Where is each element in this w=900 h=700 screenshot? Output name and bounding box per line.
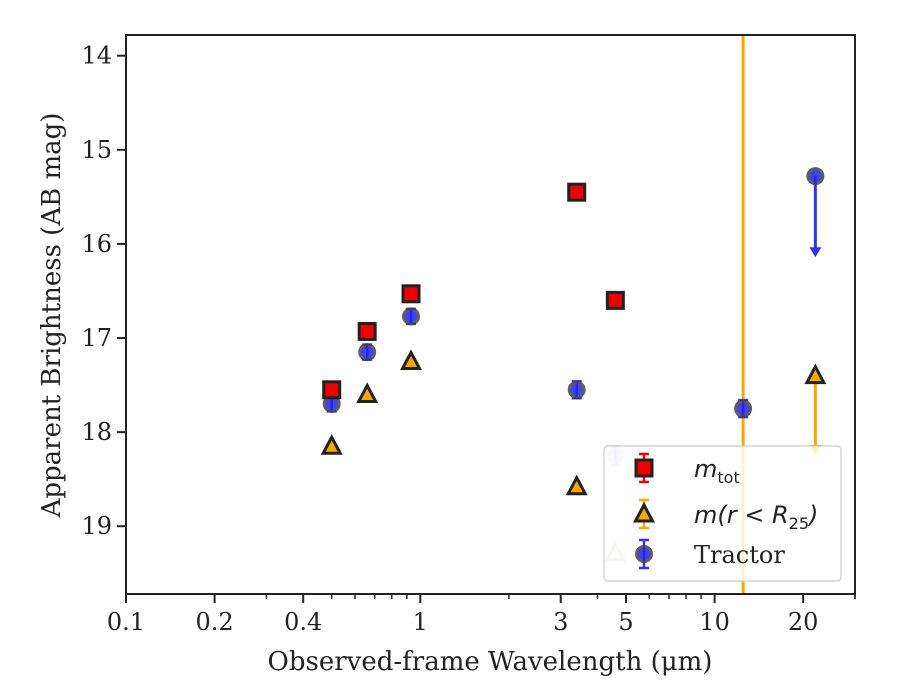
legend-label-sub-0: tot bbox=[717, 468, 739, 487]
square-point-4 bbox=[605, 290, 625, 310]
legend-marker-2-shape bbox=[635, 545, 653, 563]
legend-entry-0: mtot bbox=[634, 452, 740, 487]
x-tick-label-5: 5 bbox=[618, 608, 633, 636]
legend-marker-0-shape bbox=[634, 458, 654, 478]
x-axis-title: Observed-frame Wavelength (μm) bbox=[268, 647, 713, 677]
triangle-point-2-shape bbox=[400, 349, 423, 371]
circle-point-5-shape bbox=[734, 399, 753, 418]
square-point-1-shape bbox=[357, 321, 377, 341]
plot-content bbox=[320, 35, 827, 594]
axes: 0.1 0.2 0.4 1 3 5 10 20 14 15 16 17 18 19 bbox=[81, 34, 856, 636]
axes-frame bbox=[125, 34, 856, 595]
circle-point-6 bbox=[806, 167, 825, 186]
y-tick-label-4: 18 bbox=[81, 418, 112, 446]
y-tick-label-1: 15 bbox=[81, 136, 112, 164]
series-square bbox=[322, 182, 625, 400]
circle-point-1 bbox=[358, 343, 377, 362]
circle-limit-arrow-6 bbox=[809, 176, 822, 258]
legend: mtot m(r < R25) Tractor bbox=[603, 445, 842, 582]
triangle-point-2 bbox=[400, 349, 423, 371]
legend-label-sub-1: 25 bbox=[789, 514, 809, 533]
legend-entry-1: m(r < R25) bbox=[633, 498, 818, 533]
legend-box bbox=[603, 445, 842, 582]
legend-entry-2: Tractor bbox=[635, 538, 785, 570]
legend-label-2: Tractor bbox=[694, 541, 785, 569]
x-tick-label-7: 20 bbox=[788, 608, 819, 636]
circle-limit-arrow-6-head bbox=[809, 247, 822, 258]
legend-marker-1-shape bbox=[633, 501, 655, 523]
y-tick-label-3: 17 bbox=[81, 324, 112, 352]
triangle-point-1 bbox=[356, 382, 379, 403]
circle-point-5 bbox=[734, 399, 753, 418]
legend-marker-0 bbox=[634, 458, 654, 478]
circle-point-1-shape bbox=[358, 343, 377, 362]
triangle-point-5-shape bbox=[804, 363, 827, 385]
square-point-1 bbox=[357, 321, 377, 341]
square-point-0-shape bbox=[322, 380, 342, 400]
circle-point-3-shape bbox=[567, 380, 586, 399]
y-axis-title: Apparent Brightness (AB mag) bbox=[37, 113, 67, 519]
circle-point-2-shape bbox=[402, 307, 421, 326]
triangle-point-0-shape bbox=[320, 434, 343, 455]
x-tick-label-6: 10 bbox=[699, 608, 730, 636]
y-tick-label-5: 19 bbox=[81, 512, 112, 540]
triangle-point-3-shape bbox=[565, 474, 588, 496]
x-tick-label-0: 0.1 bbox=[107, 608, 145, 636]
legend-label-1: m(r < R25) bbox=[694, 501, 818, 533]
legend-marker-2 bbox=[635, 545, 653, 563]
plot-area bbox=[320, 35, 827, 594]
circle-point-3 bbox=[567, 380, 586, 399]
legend-marker-1 bbox=[633, 501, 655, 523]
triangle-limit-arrow-5 bbox=[809, 375, 822, 455]
legend-label-0: mtot bbox=[694, 455, 740, 487]
square-point-0 bbox=[322, 380, 342, 400]
x-tick-label-1: 0.2 bbox=[196, 608, 234, 636]
square-point-3-shape bbox=[567, 182, 587, 202]
y-tick-label-0: 14 bbox=[81, 42, 112, 70]
series-circle bbox=[322, 167, 825, 467]
legend-label-main-0: m bbox=[694, 455, 717, 483]
x-tick-label-2: 0.4 bbox=[284, 608, 322, 636]
legend-label-end-1: ) bbox=[807, 501, 818, 529]
triangle-point-5 bbox=[804, 363, 827, 385]
circle-point-2 bbox=[402, 307, 421, 326]
triangle-point-0 bbox=[320, 434, 343, 455]
y-tick-label-2: 16 bbox=[81, 230, 112, 258]
x-tick-label-4: 3 bbox=[553, 608, 568, 636]
circle-point-6-shape bbox=[806, 167, 825, 186]
triangle-point-3 bbox=[565, 474, 588, 496]
legend-label-main-1: m(r < R bbox=[694, 501, 789, 529]
square-point-3 bbox=[567, 182, 587, 202]
square-point-4-shape bbox=[605, 290, 625, 310]
square-point-2-shape bbox=[401, 284, 421, 304]
triangle-point-1-shape bbox=[356, 382, 379, 403]
x-tick-label-3: 1 bbox=[413, 608, 428, 636]
square-point-2 bbox=[401, 284, 421, 304]
